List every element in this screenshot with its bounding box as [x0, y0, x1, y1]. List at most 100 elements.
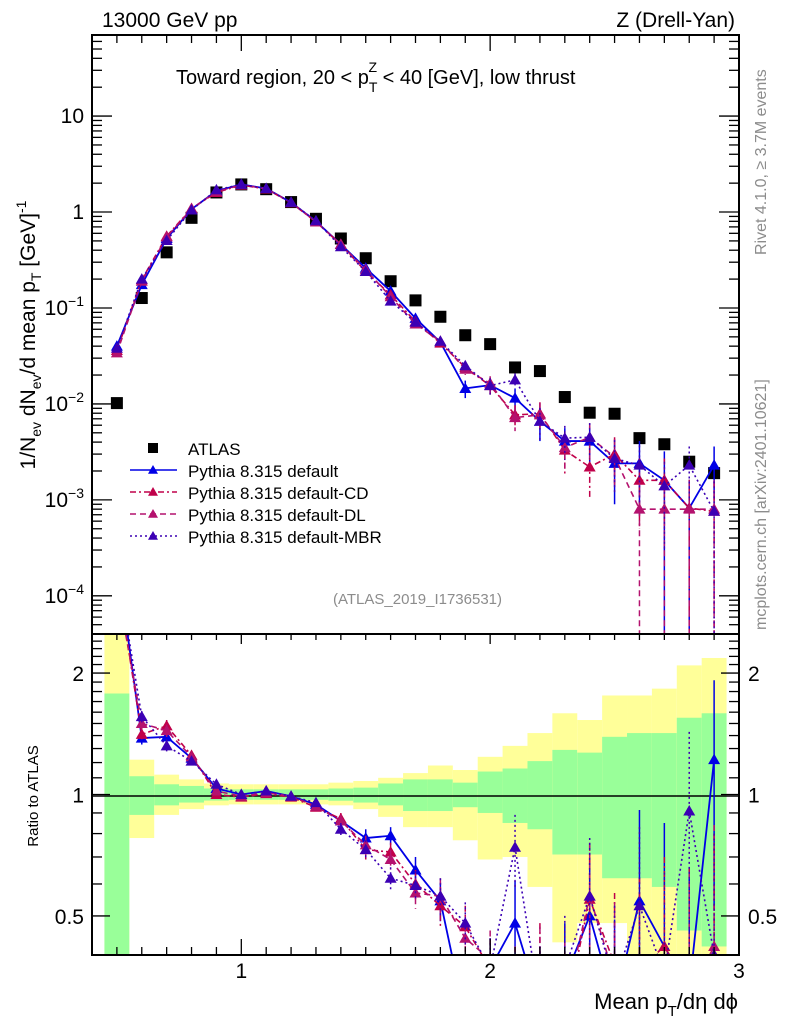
ratio-marker-triangle — [135, 717, 148, 728]
legend-marker-triangle — [148, 487, 158, 496]
band-inner-bin — [179, 785, 204, 803]
ratio-marker-triangle — [309, 796, 322, 808]
plot-title-post: < 40 [GeV], low thrust — [377, 67, 576, 89]
data-point-atlas — [409, 294, 422, 307]
data-point-atlas — [110, 397, 123, 410]
ratio-marker-triangle — [534, 972, 546, 983]
data-point-atlas — [509, 361, 522, 374]
series-line — [116, 184, 715, 510]
band-inner-bin — [602, 736, 628, 879]
ratio-y-tick-label-right: 1 — [748, 785, 760, 808]
ratio-y-tick-labels: 2 2 1 1 0.5 0.5 — [55, 663, 777, 929]
data-point-atlas — [185, 211, 198, 224]
marker-triangle — [683, 503, 696, 514]
ratio-marker-triangle — [633, 899, 646, 911]
marker-triangle — [160, 234, 173, 245]
marker-triangle — [633, 503, 646, 514]
ratio-marker-triangle — [434, 890, 447, 901]
marker-triangle — [484, 379, 497, 391]
ratio-y-tick-label-right: 0.5 — [748, 906, 777, 929]
ratio-marker-triangle — [559, 963, 571, 974]
analysis-id: (ATLAS_2019_I1736531) — [333, 591, 502, 608]
marker-triangle — [409, 316, 422, 327]
marker-triangle — [608, 452, 621, 463]
band-inner-bin — [303, 789, 329, 800]
band-inner-bin — [452, 782, 478, 808]
data-point-atlas — [608, 407, 621, 420]
legend: ATLAS Pythia 8.315 default Pythia 8.315 de… — [130, 440, 382, 547]
ratio-marker-triangle — [160, 739, 173, 751]
band-inner-bin — [552, 749, 578, 855]
main-series-layer — [110, 178, 721, 634]
marker-triangle — [658, 474, 671, 485]
ratio-marker-triangle — [260, 785, 273, 796]
ratio-marker-triangle — [384, 829, 397, 841]
ratio-marker-triangle — [534, 999, 546, 1010]
axis-ticks — [91, 34, 740, 956]
ratio-marker-triangle — [708, 753, 721, 765]
legend-label: ATLAS — [188, 440, 241, 459]
ratio-marker-triangle — [534, 999, 546, 1010]
ratio-marker-triangle — [609, 958, 621, 969]
marker-triangle — [683, 459, 696, 470]
marker-triangle — [334, 240, 347, 252]
ratio-series-layer — [111, 559, 721, 1010]
ratio-marker-triangle — [185, 755, 198, 766]
rivet-version-label: Rivet 4.1.0, ≥ 3.7M events — [753, 69, 770, 255]
ratio-marker-triangle — [210, 785, 223, 796]
marker-triangle — [210, 183, 223, 195]
ratio-y-tick-label-right: 2 — [748, 663, 760, 686]
plot-title-pre: Toward region, 20 < p — [176, 67, 369, 89]
ratio-y-tick-label-left: 2 — [72, 663, 84, 686]
process-label: Z (Drell-Yan) — [616, 9, 735, 32]
y-tick-label: 10−3 — [45, 485, 85, 512]
marker-triangle — [384, 295, 397, 306]
marker-triangle — [459, 382, 472, 393]
ratio-marker-triangle — [409, 863, 422, 875]
marker-triangle — [285, 196, 298, 207]
ratio-marker-triangle — [683, 805, 696, 816]
legend-marker-triangle — [148, 465, 158, 474]
band-inner-bin — [154, 784, 180, 806]
legend-marker-triangle — [148, 509, 158, 518]
ratio-marker-triangle — [384, 853, 397, 864]
data-point-atlas — [434, 310, 447, 323]
y-tick-label: 10−2 — [45, 389, 85, 416]
legend-marker-atlas — [148, 443, 158, 453]
band-inner-bin — [328, 788, 354, 801]
plot-title: Toward region, 20 < pTZ < 40 [GeV], low … — [176, 59, 576, 95]
marker-triangle — [459, 359, 472, 371]
band-inner-bin — [577, 752, 603, 855]
marker-triangle — [533, 415, 546, 426]
plot-title-sup: Z — [368, 59, 377, 75]
x-tick-label: 2 — [484, 960, 496, 983]
ratio-series-dotted — [111, 559, 718, 1010]
ratio-marker-triangle — [509, 988, 521, 999]
legend-label: Pythia 8.315 default-DL — [188, 506, 366, 525]
data-point-atlas — [558, 391, 571, 404]
ratio-marker-triangle — [509, 917, 522, 928]
ratio-marker-triangle — [633, 963, 645, 974]
marker-triangle — [509, 373, 522, 385]
marker-triangle — [235, 178, 248, 189]
data-point-atlas — [384, 275, 397, 288]
legend-marker-triangle — [148, 531, 158, 540]
marker-triangle — [509, 392, 522, 403]
ratio-marker-triangle — [509, 841, 522, 852]
mcplots-label: mcplots.cern.ch [arXiv:2401.10621] — [753, 379, 770, 630]
legend-label: Pythia 8.315 default-CD — [188, 484, 369, 503]
marker-triangle — [633, 459, 646, 470]
marker-triangle — [583, 461, 596, 472]
ratio-marker-triangle — [559, 999, 571, 1010]
ratio-y-tick-label-left: 0.5 — [55, 906, 84, 929]
data-point-atlas — [359, 252, 372, 265]
ratio-marker-triangle — [334, 814, 347, 826]
marker-triangle — [434, 335, 447, 346]
ratio-marker-triangle — [111, 559, 123, 570]
ratio-marker-triangle — [111, 569, 123, 580]
ratio-marker-triangle — [135, 710, 148, 722]
series-line — [116, 183, 715, 510]
ratio-marker-triangle — [111, 579, 123, 590]
data-point-atlas — [484, 338, 497, 351]
marker-triangle — [558, 432, 571, 443]
